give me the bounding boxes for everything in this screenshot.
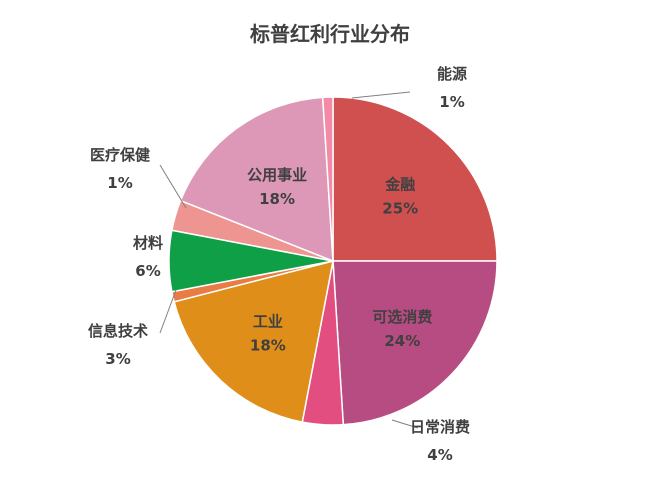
slice-label-pct: 18% — [250, 336, 286, 354]
slice-label-pct: 25% — [382, 200, 418, 218]
leader-line — [351, 91, 411, 99]
slice-label-name: 工业 — [253, 312, 283, 330]
pie-slice-9[interactable] — [321, 96, 334, 262]
leader-lines — [159, 91, 419, 429]
pie-slice-4[interactable] — [173, 259, 334, 423]
pie-slices — [168, 96, 498, 426]
leader-line — [391, 419, 419, 429]
leader-line — [159, 164, 187, 209]
pie-slice-2[interactable] — [332, 260, 498, 426]
leader-line — [159, 289, 177, 334]
slice-label-name: 公用事业 — [247, 166, 307, 184]
slice-label-pct: 1% — [439, 93, 464, 111]
slice-label-name: 能源 — [437, 65, 467, 83]
chart-title: 标普红利行业分布 — [250, 22, 410, 46]
slice-label-pct: 4% — [427, 446, 452, 464]
slice-label-name: 金融 — [384, 176, 415, 194]
slice-label-pct: 6% — [135, 262, 160, 280]
slice-label-name: 材料 — [133, 234, 163, 252]
slice-label-pct: 18% — [259, 190, 295, 208]
slice-label-name: 可选消费 — [372, 308, 432, 326]
slice-label-name: 日常消费 — [410, 418, 470, 436]
slice-label-name: 医疗保健 — [90, 146, 150, 164]
pie-slice-8[interactable] — [179, 96, 334, 263]
slice-label-pct: 1% — [107, 174, 132, 192]
slice-labels: 金融 25% 可选消费 24% 日常消费 4% 工业 18% 医疗保健 1% 材料 6% 信息技术 3% 公… — [88, 65, 470, 464]
slice-label-pct: 24% — [384, 332, 420, 350]
slice-label-pct: 3% — [105, 350, 130, 368]
pie-slice-1[interactable] — [332, 96, 498, 262]
slice-label-name: 信息技术 — [88, 322, 148, 340]
